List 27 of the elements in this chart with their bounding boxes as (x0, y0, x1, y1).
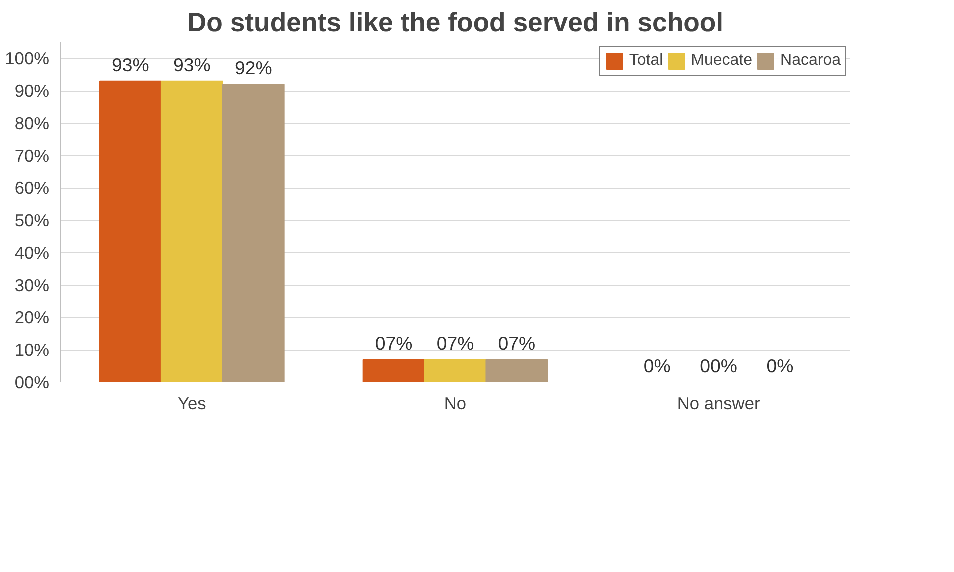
data-label: 00% (700, 356, 738, 376)
data-label: 92% (234, 58, 272, 79)
x-tick-label: No (444, 394, 467, 414)
y-tick-label: 50% (14, 210, 50, 231)
y-tick-label: 30% (14, 275, 50, 296)
y-tick-label: 00% (14, 372, 50, 392)
legend-label: Total (629, 52, 664, 70)
x-tick-label: Yes (178, 394, 207, 414)
y-tick-label: 40% (14, 242, 50, 263)
y-tick-label: 80% (14, 113, 50, 134)
y-tick-label: 20% (14, 308, 50, 328)
y-tick-label: 60% (14, 178, 50, 198)
chart-title: Do students like the food served in school (187, 8, 724, 38)
y-tick-label: 100% (5, 48, 50, 69)
legend-label: Nacaroa (780, 52, 841, 70)
data-label: 07% (436, 332, 474, 354)
data-label: 93% (173, 54, 211, 76)
data-label: 0% (644, 356, 671, 376)
y-tick-label: 10% (14, 340, 50, 360)
data-label: 93% (112, 54, 150, 76)
y-tick-label: 70% (14, 146, 50, 166)
y-tick-label: 90% (14, 81, 50, 102)
data-label: 07% (498, 332, 536, 354)
data-label: 0% (766, 356, 794, 376)
data-label: 07% (375, 332, 413, 354)
x-tick-label: No answer (677, 394, 760, 414)
legend-label: Muecate (691, 52, 753, 70)
